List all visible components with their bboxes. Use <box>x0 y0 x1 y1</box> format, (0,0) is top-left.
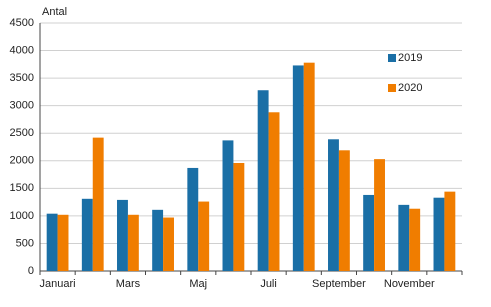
bar <box>257 90 269 271</box>
y-tick-label: 4000 <box>10 44 34 56</box>
bar <box>57 214 69 271</box>
bar <box>374 159 385 271</box>
bar <box>338 150 350 271</box>
y-tick-label: 1500 <box>10 182 34 194</box>
legend-swatch <box>388 84 396 92</box>
bar <box>363 194 375 271</box>
y-tick-label: 3500 <box>10 72 34 84</box>
y-axis-label: Antal <box>42 6 67 18</box>
y-tick-label: 1000 <box>10 210 34 222</box>
bar <box>222 140 234 271</box>
x-tick-label: September <box>312 278 366 290</box>
y-tick-label: 4500 <box>10 17 34 29</box>
bar <box>292 65 304 272</box>
y-tick-label: 2500 <box>10 127 34 139</box>
bar <box>444 191 456 271</box>
bar <box>198 201 210 271</box>
bar <box>398 204 410 271</box>
bar <box>92 137 104 271</box>
x-tick-label: Mars <box>116 278 141 290</box>
bar <box>187 167 199 271</box>
y-tick-label: 0 <box>28 265 34 277</box>
bar <box>303 62 315 272</box>
bar <box>81 198 93 271</box>
bar <box>46 213 58 271</box>
x-tick-label: Maj <box>189 278 207 290</box>
x-tick-label: November <box>384 278 435 290</box>
bar <box>152 209 164 271</box>
legend-label: 2019 <box>398 52 422 64</box>
bar <box>328 139 339 271</box>
y-tick-label: 2000 <box>10 155 34 167</box>
bar <box>268 112 280 271</box>
bar <box>127 214 139 271</box>
bar <box>233 162 245 271</box>
x-tick-label: Januari <box>40 278 76 290</box>
bar <box>433 197 445 271</box>
x-tick-label: Juli <box>260 278 277 290</box>
y-tick-label: 3000 <box>10 100 34 112</box>
legend-label: 2020 <box>398 82 422 94</box>
bar <box>117 199 128 271</box>
y-tick-label: 500 <box>16 237 34 249</box>
legend-swatch <box>388 54 396 62</box>
bar <box>409 208 421 271</box>
bar <box>163 217 174 271</box>
